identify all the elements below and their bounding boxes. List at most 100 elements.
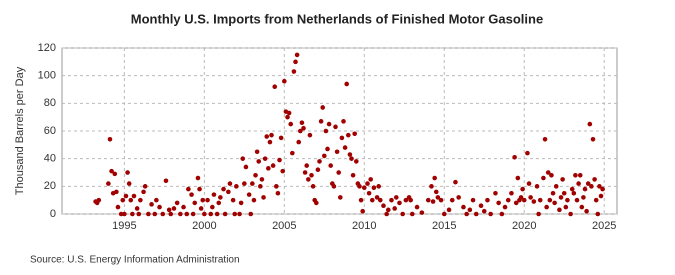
point — [425, 197, 431, 203]
point — [171, 206, 177, 211]
point — [536, 211, 541, 217]
point — [218, 195, 223, 200]
point — [473, 211, 479, 217]
point — [392, 206, 397, 211]
point — [189, 192, 194, 197]
point — [441, 211, 447, 217]
point — [334, 149, 340, 155]
point — [561, 190, 567, 196]
point — [318, 119, 324, 124]
point — [248, 211, 254, 217]
point — [470, 197, 476, 203]
point — [534, 184, 540, 189]
point — [435, 195, 441, 200]
point — [115, 204, 121, 210]
point — [181, 204, 186, 210]
point — [369, 197, 375, 203]
point — [361, 185, 367, 191]
point — [515, 175, 521, 181]
point — [299, 120, 305, 125]
point — [296, 139, 302, 145]
point — [453, 179, 458, 185]
point — [256, 159, 262, 164]
point — [198, 206, 204, 211]
point — [341, 119, 346, 124]
x-tick-label: 2000 — [192, 220, 216, 232]
point — [210, 204, 215, 210]
point — [600, 186, 605, 192]
x-tick-label: 2005 — [272, 220, 296, 232]
point — [349, 156, 354, 161]
point — [350, 172, 356, 178]
y-tick-label: 20 — [44, 180, 56, 192]
point — [254, 149, 260, 155]
point — [595, 211, 601, 217]
point — [385, 207, 391, 213]
point — [208, 211, 214, 217]
point — [301, 125, 306, 131]
point — [160, 211, 166, 217]
point — [531, 199, 537, 204]
point — [545, 170, 551, 175]
point — [326, 121, 332, 127]
point — [502, 204, 508, 210]
point — [333, 124, 338, 130]
point — [509, 190, 514, 196]
point — [325, 146, 330, 152]
point — [576, 181, 581, 186]
point — [397, 200, 402, 206]
point — [360, 208, 365, 214]
point — [550, 190, 556, 196]
point — [288, 121, 294, 127]
point — [131, 193, 137, 199]
point — [400, 211, 405, 217]
point — [107, 137, 113, 142]
point — [456, 195, 461, 200]
point — [377, 197, 383, 203]
point — [409, 211, 415, 217]
y-tick-label: 40 — [44, 153, 56, 165]
point — [429, 184, 434, 189]
point — [216, 200, 222, 206]
y-tick-label: 60 — [44, 125, 56, 137]
point — [549, 172, 554, 178]
point — [521, 197, 527, 203]
point — [542, 137, 548, 142]
point — [266, 166, 271, 171]
point — [433, 189, 439, 195]
point — [302, 170, 308, 175]
point — [166, 207, 172, 213]
point — [163, 178, 169, 184]
point — [270, 163, 276, 168]
point — [134, 206, 140, 211]
y-tick-label: 120 — [38, 42, 56, 54]
x-tick-label: 1995 — [112, 220, 136, 232]
point — [122, 211, 127, 217]
point — [414, 204, 420, 210]
point — [374, 195, 380, 200]
point — [553, 184, 559, 189]
point — [496, 200, 501, 206]
point — [205, 197, 210, 203]
point — [234, 184, 239, 189]
point — [240, 156, 246, 161]
point — [331, 184, 337, 189]
point — [258, 184, 263, 189]
y-tick-label: 0 — [50, 208, 56, 220]
point — [597, 184, 602, 189]
point — [347, 152, 353, 157]
point — [304, 163, 310, 168]
point — [560, 177, 565, 182]
point — [419, 210, 425, 215]
point — [389, 197, 394, 203]
point — [136, 211, 142, 217]
point — [587, 121, 593, 127]
point — [438, 197, 444, 203]
point — [243, 164, 249, 170]
point — [568, 211, 573, 217]
point — [314, 200, 319, 206]
point — [253, 172, 258, 178]
point — [577, 172, 583, 178]
point — [197, 186, 202, 192]
point — [339, 135, 345, 141]
